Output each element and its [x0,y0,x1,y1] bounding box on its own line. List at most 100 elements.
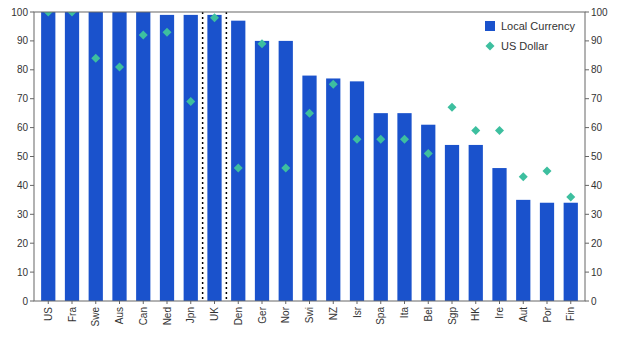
x-tick-label: Ire [494,307,505,319]
y-tick [30,40,34,41]
x-tick [309,301,310,304]
diamond-marker [44,12,53,17]
bar [136,12,150,301]
bar [421,125,435,301]
bar [207,15,221,301]
diamond-marker [329,80,338,89]
diamond-marker [210,13,219,22]
bar [302,76,316,301]
y-tick-label: 10 [17,267,29,278]
x-tick-label: NZ [328,307,339,320]
x-tick [547,301,548,304]
legend: Local Currency US Dollar [485,20,575,52]
y-tick-label: 100 [11,7,28,18]
highlight-line [226,12,228,301]
x-tick-label: Isr [352,306,363,318]
x-tick-label: Den [233,307,244,325]
x-tick [570,301,571,304]
diamond-marker [353,135,362,144]
y-tick-label: 90 [17,35,29,46]
bar [160,15,174,301]
x-tick-label: Aut [518,307,529,322]
highlight-line [202,12,204,301]
diamond-marker [139,31,148,40]
bar [492,168,506,301]
x-tick-label: HK [470,307,481,321]
x-tick-label: Ita [399,307,410,319]
diamond-marker [281,164,290,173]
legend-label: Local Currency [501,20,575,32]
x-tick [72,301,73,304]
x-tick-label: UK [209,307,220,321]
y2-tick [585,243,589,244]
x-tick [48,301,49,304]
y-tick [30,272,34,273]
diamond-marker [471,126,480,135]
x-tick [523,301,524,304]
x-tick-label: Swe [90,307,101,327]
y-tick-label: 60 [17,122,29,133]
diamond-marker [91,54,100,63]
y2-tick [585,214,589,215]
diamond-marker [186,97,195,106]
diamond-marker [495,126,504,135]
diamond-marker [543,166,552,175]
x-tick-label: Swi [304,307,315,323]
x-tick-label: Por [542,306,553,322]
y-tick-label: 0 [22,296,28,307]
x-tick [428,301,429,304]
diamond-marker [305,109,314,118]
x-tick [262,301,263,304]
bar [231,21,245,301]
diamond-marker [376,135,385,144]
diamond-marker [68,12,77,17]
y2-tick-label: 80 [591,64,603,75]
y-tick [30,214,34,215]
x-tick-label: Nor [280,306,291,323]
diamond-marker [566,192,575,201]
y2-tick-label: 70 [591,93,603,104]
y-tick-label: 70 [17,93,29,104]
bar [374,113,388,301]
y2-tick-label: 20 [591,238,603,249]
x-tick-label: Fin [565,307,576,321]
diamond-marker [448,103,457,112]
y2-tick [585,185,589,186]
x-tick-label: Ned [162,307,173,325]
x-tick-label: Jpn [185,307,196,323]
legend-label: US Dollar [501,40,548,52]
y2-tick [585,301,589,302]
x-tick-label: Spa [375,307,386,325]
x-tick [404,301,405,304]
bar [279,41,293,301]
diamond-marker [424,149,433,158]
chart: 0102030405060708090100010203040506070809… [0,0,619,339]
bar [445,145,459,301]
diamond-marker [234,164,243,173]
y2-tick-label: 30 [591,209,603,220]
plot-frame [34,12,585,301]
y-tick [30,156,34,157]
y-tick [30,185,34,186]
bar [350,81,364,301]
y-tick [30,69,34,70]
bar [65,12,79,301]
y-tick [30,243,34,244]
x-tick [285,301,286,304]
x-tick [167,301,168,304]
y2-tick [585,98,589,99]
x-tick [214,301,215,304]
y2-tick [585,156,589,157]
x-tick [452,301,453,304]
y2-tick-label: 60 [591,122,603,133]
bar [41,12,55,301]
x-tick [475,301,476,304]
bar [540,203,554,301]
bar [516,200,530,301]
y-tick [30,98,34,99]
x-tick-label: Aus [114,307,125,324]
bar [89,12,103,301]
x-tick [95,301,96,304]
diamond-marker [115,62,124,71]
x-tick [143,301,144,304]
